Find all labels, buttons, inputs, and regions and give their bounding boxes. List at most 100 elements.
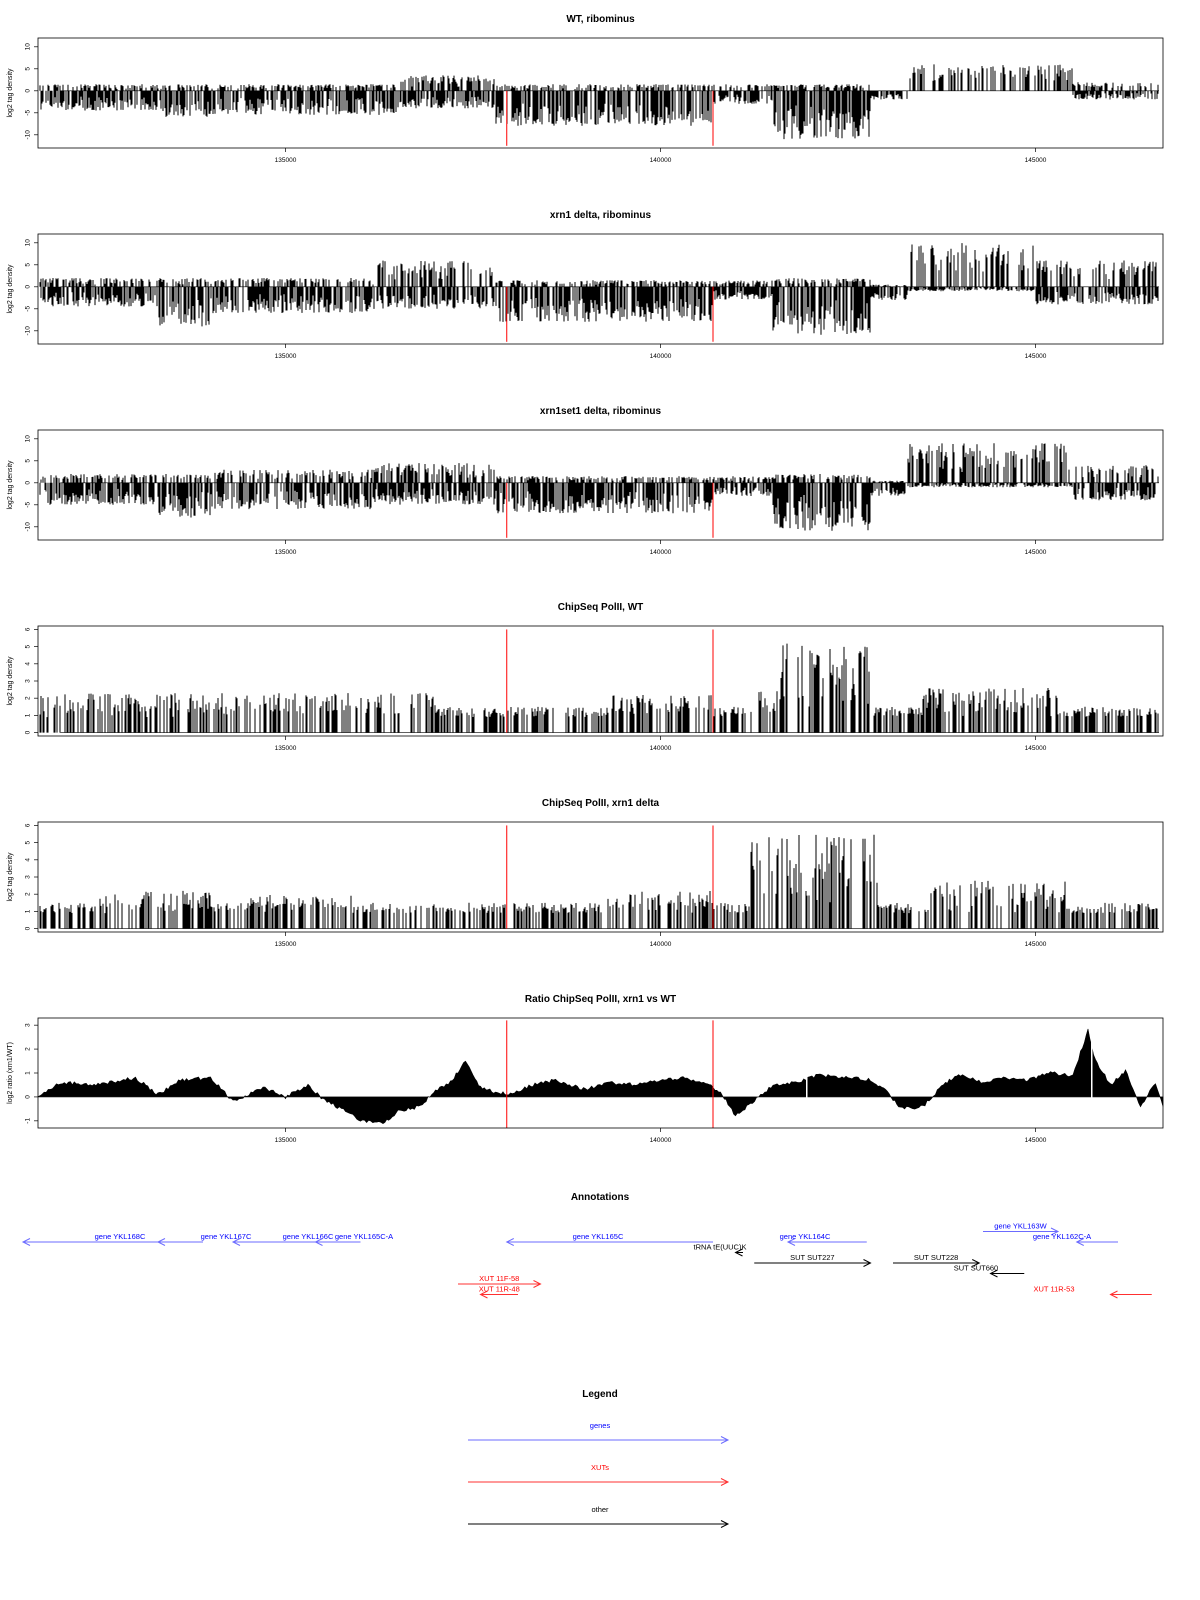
y-tick-label: 5 xyxy=(25,840,32,844)
y-axis: 0 1 2 3 4 5 6 log2 tag density xyxy=(7,627,38,734)
plot-frame xyxy=(37,1017,1164,1129)
y-tick-label: 0 xyxy=(25,926,32,930)
x-tick-label: 145000 xyxy=(1025,157,1047,164)
chart-title: ChipSeq PolII, WT xyxy=(558,602,644,613)
annotations-panel: Annotations gene YKL168C gene YKL167C gene … xyxy=(21,1192,1152,1299)
x-axis: 135000 140000 145000 xyxy=(275,344,1047,360)
y-tick-label: 1 xyxy=(25,909,32,913)
y-tick-label: 6 xyxy=(25,823,32,827)
y-tick-label: -10 xyxy=(25,522,32,532)
y-tick-label: -10 xyxy=(25,130,32,140)
feature-label: gene YKL163W xyxy=(994,1222,1047,1231)
feature-arrow-head xyxy=(231,1238,241,1246)
bar-marks xyxy=(39,643,1159,733)
y-tick-label: 4 xyxy=(25,858,32,862)
x-tick-label: 145000 xyxy=(1025,745,1047,752)
feature-label: gene YKL166C xyxy=(283,1232,334,1241)
y-tick-label: 3 xyxy=(25,875,32,879)
data-series xyxy=(39,443,1159,531)
y-tick-label: -5 xyxy=(25,110,32,116)
data-series xyxy=(39,834,1159,929)
y-tick-label: 6 xyxy=(25,627,32,631)
feature-xut-11r-48: XUT 11R-48 xyxy=(479,1285,520,1299)
x-tick-label: 145000 xyxy=(1025,549,1047,556)
x-tick-label: 145000 xyxy=(1025,353,1047,360)
panel-wt_ribominus: WT, ribominus -10 -5 0 5 10 log2 tag density 13… xyxy=(7,14,1164,164)
y-tick-label: 0 xyxy=(25,730,32,734)
y-tick-label: 10 xyxy=(25,43,32,51)
feature-sut-sut227: SUT SUT227 xyxy=(754,1253,872,1267)
y-tick-label: -10 xyxy=(25,326,32,336)
panel-chipseq_xrn1: ChipSeq PolII, xrn1 delta 0 1 2 3 4 5 6 log2 tag… xyxy=(7,798,1164,948)
y-tick-label: -5 xyxy=(25,306,32,312)
feature-label: tRNA tE(UUC)K xyxy=(694,1243,747,1252)
feature-arrow-head xyxy=(505,1238,514,1246)
y-axis: -10 -5 0 5 10 log2 tag density xyxy=(7,43,38,140)
y-axis: -1 0 1 2 3 log2 ratio (xrn1/WT) xyxy=(7,1023,38,1124)
y-axis: -10 -5 0 5 10 log2 tag density xyxy=(7,239,38,336)
feature-gene-ykl163w: gene YKL163W xyxy=(983,1222,1060,1236)
feature-arrow-head xyxy=(720,1520,730,1528)
chart-title: ChipSeq PolII, xrn1 delta xyxy=(542,798,660,809)
x-tick-label: 140000 xyxy=(650,941,672,948)
x-tick-label: 135000 xyxy=(275,353,297,360)
feature-arrow-head xyxy=(1050,1227,1060,1236)
y-tick-label: 1 xyxy=(25,713,32,717)
chart-title: WT, ribominus xyxy=(566,14,635,25)
legend-item-other: other xyxy=(468,1505,730,1528)
feature-arrow-head xyxy=(1109,1290,1118,1299)
x-tick-label: 140000 xyxy=(650,745,672,752)
y-tick-label: 10 xyxy=(25,239,32,247)
feature-label: gene YKL162C-A xyxy=(1033,1232,1091,1241)
y-tick-label: 5 xyxy=(25,459,32,463)
feature-arrow-head xyxy=(479,1290,488,1299)
feature-label: SUT SUT227 xyxy=(790,1253,834,1262)
chart-title: xrn1 delta, ribominus xyxy=(550,210,652,221)
y-tick-label: 0 xyxy=(25,1095,32,1099)
legend-item-genes: genes xyxy=(468,1421,730,1444)
feature-arrow-head xyxy=(533,1280,542,1288)
y-tick-label: 5 xyxy=(25,263,32,267)
bar-marks xyxy=(39,243,1159,335)
y-tick-label: 0 xyxy=(25,285,32,289)
feature-arrow-head xyxy=(21,1238,31,1246)
x-axis: 135000 140000 145000 xyxy=(275,1128,1047,1144)
feature-gene-ykl168c: gene YKL168C xyxy=(21,1232,203,1246)
feature-label: gene YKL168C xyxy=(95,1232,146,1241)
y-tick-label: 3 xyxy=(25,1023,32,1027)
y-axis-label: log2 tag density xyxy=(7,460,14,510)
y-axis-label: log2 tag density xyxy=(7,852,14,902)
x-tick-label: 135000 xyxy=(275,549,297,556)
feature-gene-ykl164c: gene YKL164C xyxy=(780,1232,867,1246)
y-axis-label: log2 tag density xyxy=(7,656,14,706)
feature-trna-te-uuc-k: tRNA tE(UUC)K xyxy=(694,1243,747,1257)
x-axis: 135000 140000 145000 xyxy=(275,148,1047,164)
y-tick-label: 2 xyxy=(25,892,32,896)
data-series xyxy=(39,243,1159,335)
x-tick-label: 145000 xyxy=(1025,941,1047,948)
panel-xrn1_ribominus: xrn1 delta, ribominus -10 -5 0 5 10 log2 tag d… xyxy=(7,210,1164,360)
feature-label: gene YKL164C xyxy=(780,1232,831,1241)
x-tick-label: 140000 xyxy=(650,1137,672,1144)
feature-arrow-head xyxy=(734,1248,743,1257)
feature-sut-sut228: SUT SUT228 xyxy=(893,1253,981,1267)
y-tick-label: 10 xyxy=(25,435,32,443)
legend-title: Legend xyxy=(582,1389,618,1400)
legend-item-label: XUTs xyxy=(591,1463,609,1472)
legend-panel: Legend genes XUTs other xyxy=(468,1389,730,1528)
y-tick-label: 0 xyxy=(25,89,32,93)
x-tick-label: 135000 xyxy=(275,745,297,752)
feature-label: gene YKL165C xyxy=(573,1232,624,1241)
feature-arrow-head xyxy=(1075,1238,1084,1246)
y-tick-label: 5 xyxy=(25,644,32,648)
chart-title: xrn1set1 delta, ribominus xyxy=(540,406,662,417)
x-tick-label: 140000 xyxy=(650,353,672,360)
y-tick-label: 4 xyxy=(25,662,32,666)
legend-item-label: other xyxy=(591,1505,609,1514)
panel-ratio_chipseq: Ratio ChipSeq PolII, xrn1 vs WT -1 0 1 2 3 log… xyxy=(7,994,1164,1144)
panel-xrn1set1_ribominus: xrn1set1 delta, ribominus -10 -5 0 5 10 log2 t… xyxy=(7,406,1164,556)
chart-title: Ratio ChipSeq PolII, xrn1 vs WT xyxy=(525,994,676,1005)
y-axis: -10 -5 0 5 10 log2 tag density xyxy=(7,435,38,532)
y-tick-label: -5 xyxy=(25,502,32,508)
bar-marks xyxy=(39,834,1158,929)
